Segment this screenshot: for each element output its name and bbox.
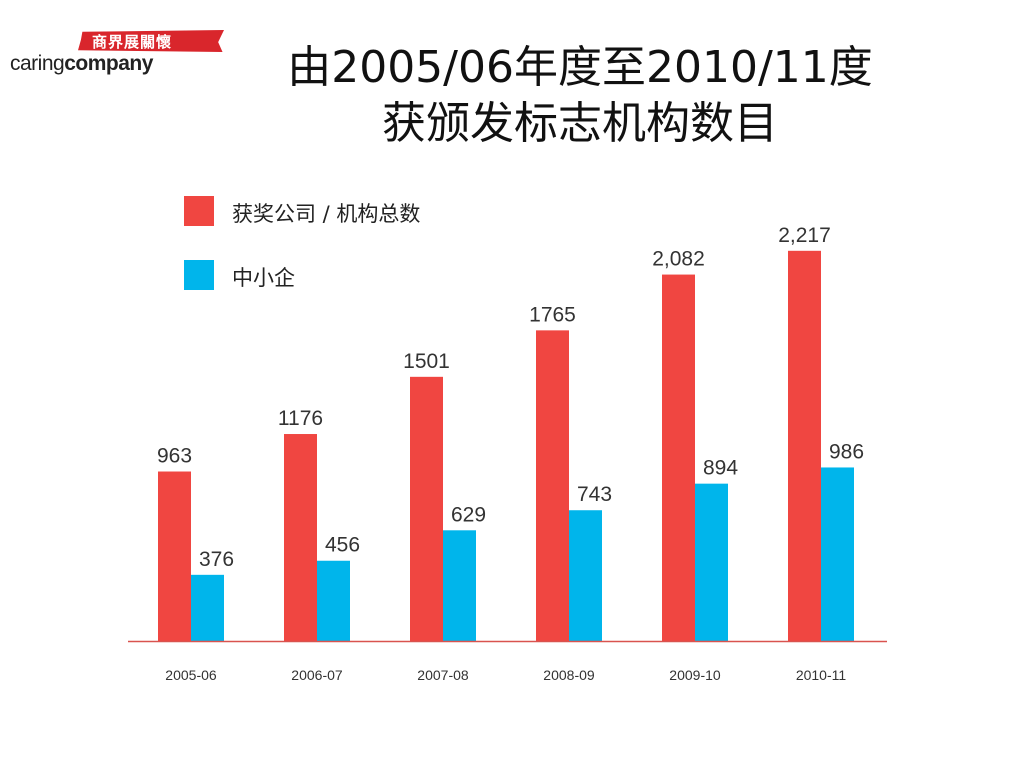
bar-total-2009-10 — [662, 274, 695, 641]
value-label-total-2007-08: 1501 — [403, 350, 450, 373]
value-label-sme-2007-08: 629 — [451, 503, 486, 526]
bar-sme-2006-07 — [317, 560, 350, 641]
value-label-sme-2010-11: 986 — [829, 440, 864, 463]
value-label-sme-2006-07: 456 — [325, 534, 360, 557]
value-label-sme-2005-06: 376 — [199, 548, 234, 571]
legend-label-total: 获奖公司 / 机构总数 — [232, 202, 421, 226]
x-tick-label-2005-06: 2005-06 — [165, 667, 217, 683]
legend-item-sme: 中小企 — [184, 260, 484, 292]
value-label-sme-2009-10: 894 — [703, 457, 738, 480]
bar-sme-2010-11 — [821, 467, 854, 641]
logo-banner — [78, 30, 224, 52]
bar-total-2008-09 — [536, 330, 569, 641]
bar-sme-2008-09 — [569, 510, 602, 641]
bar-total-2005-06 — [158, 471, 191, 641]
title-line-2: 获颁发标志机构数目 — [382, 98, 778, 149]
page-title: 由2005/06年度至2010/11度 获颁发标志机构数目 — [250, 40, 910, 152]
value-label-total-2006-07: 1176 — [278, 407, 323, 430]
x-tick-label-2008-09: 2008-09 — [543, 667, 595, 683]
value-label-total-2009-10: 2,082 — [652, 248, 705, 271]
logo-wordmark: caringcompany — [10, 52, 153, 76]
bar-total-2007-08 — [410, 376, 443, 641]
bar-sme-2009-10 — [695, 483, 728, 641]
bar-total-2010-11 — [788, 250, 821, 642]
value-label-sme-2008-09: 743 — [577, 483, 612, 506]
legend-label-sme: 中小企 — [232, 266, 295, 290]
bar-sme-2005-06 — [191, 574, 224, 641]
logo-word-regular: caring — [10, 52, 65, 75]
value-label-total-2010-11: 2,217 — [778, 224, 831, 247]
logo-banner-text: 商界展關懷 — [92, 33, 173, 51]
caring-company-logo: 商界展關懷 caringcompany — [10, 28, 224, 78]
x-tick-label-2006-07: 2006-07 — [291, 667, 343, 683]
legend-swatch-sme — [184, 260, 214, 290]
value-label-total-2008-09: 1765 — [529, 303, 576, 326]
bar-total-2006-07 — [284, 434, 317, 641]
value-label-total-2005-06: 963 — [157, 445, 192, 468]
x-tick-label-2010-11: 2010-11 — [796, 667, 847, 683]
x-tick-label-2007-08: 2007-08 — [417, 667, 469, 683]
legend-item-total: 获奖公司 / 机构总数 — [184, 196, 484, 228]
x-tick-label-2009-10: 2009-10 — [669, 667, 721, 683]
bar-sme-2007-08 — [443, 530, 476, 641]
title-line-1: 由2005/06年度至2010/11度 — [287, 42, 873, 93]
legend-swatch-total — [184, 196, 214, 226]
logo-word-bold: company — [64, 52, 153, 75]
